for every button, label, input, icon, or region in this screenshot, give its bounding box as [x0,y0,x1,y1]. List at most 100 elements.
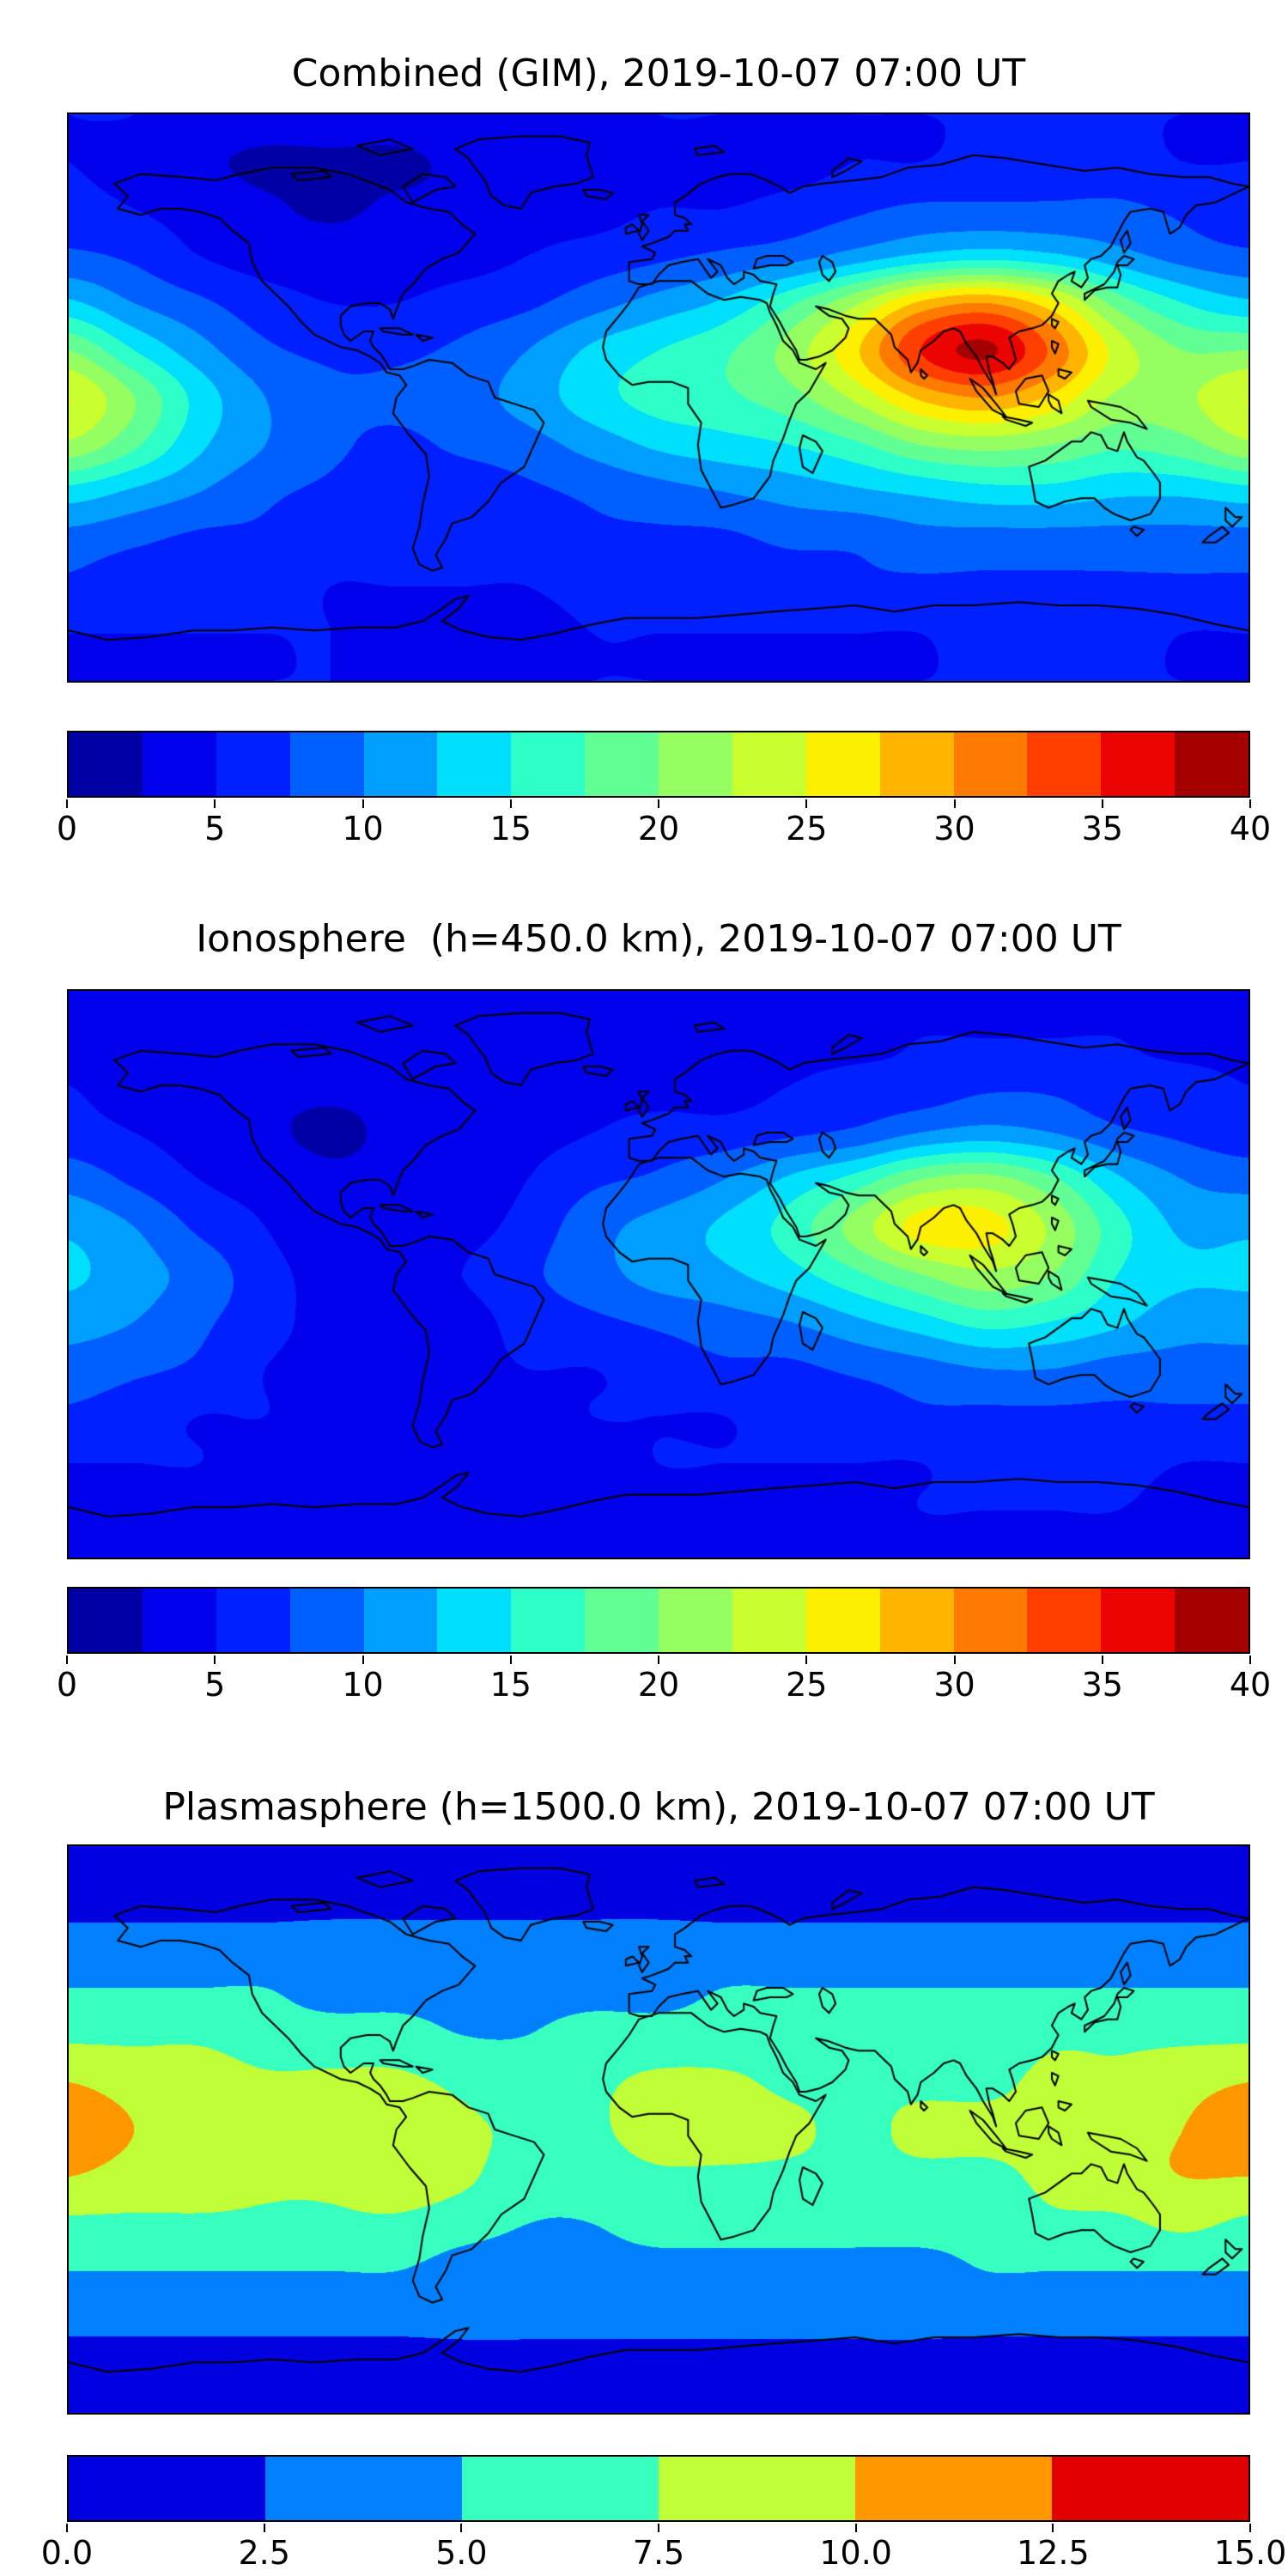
colorbar-segment [1027,1589,1102,1652]
colorbar-ticks-combined: 0 5 10 15 20 25 30 35 40 [57,799,1271,854]
colorbar-tick-mark [214,799,216,808]
colorbar-plasmasphere [67,2455,1250,2522]
colorbar-segment [585,732,659,796]
map-frame-combined [67,112,1250,683]
colorbar-tick-mark [1101,799,1103,808]
colorbar-tick-label: 0 [56,1666,78,1704]
colorbar-tick-label: 2.5 [238,2534,290,2572]
colorbar-tick-label: 20 [637,1666,680,1704]
colorbar-segment [363,1589,438,1652]
colorbar-tick-label: 25 [786,1666,828,1704]
colorbar-segment [659,732,732,796]
colorbar-tick-label: 5.0 [435,2534,488,2572]
colorbar-tick-label: 10 [342,1666,384,1704]
colorbar-segment [1175,732,1249,796]
colorbar-tick-mark [66,2524,68,2532]
colorbar-segment [1101,1589,1176,1652]
colorbar-segment [289,1589,364,1652]
colorbar-segment [1027,732,1102,796]
plot-title-plasmasphere: Plasmasphere (h=1500.0 km), 2019-10-07 0… [162,1785,1155,1829]
colorbar-segment [69,2457,265,2520]
colorbar-tick-label: 40 [1229,810,1272,848]
colorbar-segment [879,732,954,796]
map-canvas-ionosphere [69,991,1249,1558]
colorbar-tick-label: 30 [933,810,975,848]
colorbar-segment [462,2457,659,2520]
colorbar-segment [437,1589,512,1652]
colorbar-tick-label: 5 [204,1666,226,1704]
colorbar-segment [953,1589,1028,1652]
colorbar-segment [289,732,364,796]
map-frame-plasmasphere [67,1844,1250,2415]
colorbar-tick-mark [805,799,808,808]
colorbar-tick-label: 25 [786,810,828,848]
colorbar-segment [511,1589,586,1652]
colorbar-ticks-ionosphere: 0 5 10 15 20 25 30 35 40 [57,1656,1271,1710]
colorbar-segment [265,2457,462,2520]
colorbar-tick-label: 10 [342,810,384,848]
map-frame-ionosphere [67,989,1250,1559]
plot-title-combined: Combined (GIM), 2019-10-07 07:00 UT [291,52,1026,95]
colorbar-tick-mark [460,2524,463,2532]
colorbar-segment [216,732,290,796]
colorbar-tick-mark [66,799,68,808]
colorbar-tick-label: 30 [933,1666,975,1704]
colorbar-tick-mark [1052,2524,1054,2532]
colorbar-segment [1175,1589,1249,1652]
colorbar-tick-mark [658,799,659,808]
colorbar-tick-label: 10.0 [819,2534,892,2572]
colorbar-tick-label: 12.5 [1017,2534,1090,2572]
colorbar-tick-mark [509,1656,512,1664]
colorbar-tick-label: 5 [204,810,226,848]
colorbar-segment [659,1589,732,1652]
colorbar-segment [855,2457,1052,2520]
colorbar-tick-mark [805,1656,808,1664]
colorbar-tick-mark [953,799,956,808]
colorbar-tick-mark [953,1656,956,1664]
colorbar-tick-mark [1249,1656,1251,1664]
colorbar-segment [805,1589,880,1652]
colorbar-segment [511,732,586,796]
colorbar-segment [1101,732,1176,796]
colorbar-tick-mark [658,1656,659,1664]
colorbar-tick-mark [1249,2524,1251,2532]
colorbar-tick-mark [1249,799,1251,808]
colorbar-segment [659,2457,855,2520]
colorbar-tick-mark [509,799,512,808]
colorbar-segment [69,732,143,796]
colorbar-tick-label: 35 [1081,810,1123,848]
colorbar-tick-mark [263,2524,265,2532]
colorbar-ticks-plasmasphere: 0.0 2.5 5.0 7.5 10.0 12.5 15.0 [41,2524,1286,2576]
colorbar-tick-mark [214,1656,216,1664]
colorbar-segment [142,1589,216,1652]
colorbar-segment [732,732,806,796]
colorbar-tick-mark [66,1656,68,1664]
colorbar-tick-label: 0.0 [40,2534,94,2572]
colorbar-tick-label: 40 [1229,1666,1272,1704]
colorbar-ionosphere [67,1587,1250,1654]
colorbar-tick-label: 15.0 [1213,2534,1287,2572]
colorbar-segment [732,1589,806,1652]
colorbar-tick-mark [854,2524,857,2532]
colorbar-tick-label: 20 [637,810,680,848]
colorbar-segment [953,732,1028,796]
colorbar-segment [1052,2457,1249,2520]
colorbar-segment [437,732,512,796]
colorbar-tick-label: 35 [1081,1666,1123,1704]
colorbar-tick-mark [1101,1656,1103,1664]
colorbar-segment [216,1589,290,1652]
colorbar-tick-label: 7.5 [632,2534,685,2572]
colorbar-segment [69,1589,143,1652]
colorbar-tick-label: 15 [489,1666,532,1704]
colorbar-combined [67,731,1250,798]
colorbar-tick-label: 0 [56,810,78,848]
plot-title-ionosphere: Ionosphere (h=450.0 km), 2019-10-07 07:0… [196,917,1121,961]
colorbar-tick-label: 15 [489,810,532,848]
colorbar-segment [879,1589,954,1652]
colorbar-segment [585,1589,659,1652]
colorbar-tick-mark [361,799,364,808]
colorbar-segment [363,732,438,796]
map-canvas-combined [69,114,1249,681]
colorbar-tick-mark [361,1656,364,1664]
